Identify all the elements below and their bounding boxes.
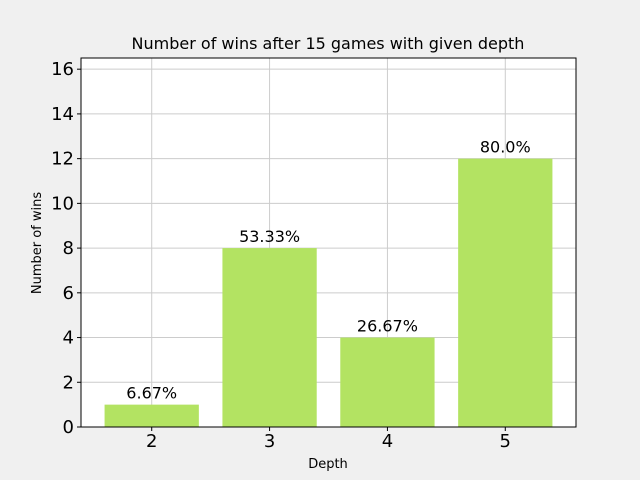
bar-value-label: 26.67% <box>357 317 418 336</box>
x-tick-label: 4 <box>382 431 393 452</box>
x-axis-title: Depth <box>308 457 348 472</box>
y-tick-label: 0 <box>63 417 74 438</box>
bar-depth-2 <box>104 404 199 427</box>
x-tick-label: 2 <box>146 431 157 452</box>
y-tick-label: 4 <box>63 328 74 349</box>
bar-depth-4 <box>340 337 435 427</box>
data-labels: 6.67% 53.33% 26.67% 80.0% <box>126 138 530 403</box>
chart-title: Number of wins after 15 games with given… <box>132 34 525 53</box>
y-tick-label: 14 <box>51 104 74 125</box>
x-tick-label: 5 <box>500 431 511 452</box>
bars <box>104 158 553 428</box>
y-tick-label: 6 <box>63 283 74 304</box>
bar-value-label: 53.33% <box>239 227 300 246</box>
y-axis-title: Number of wins <box>30 192 45 295</box>
y-tick-label: 16 <box>51 59 74 80</box>
bar-value-label: 6.67% <box>126 384 177 403</box>
y-tick-label: 8 <box>63 238 74 259</box>
y-tick-label: 12 <box>51 149 74 170</box>
y-tick-label: 2 <box>63 372 74 393</box>
bar-value-label: 80.0% <box>480 138 531 157</box>
y-tick-label: 10 <box>51 193 74 214</box>
plot-frame <box>80 57 577 428</box>
axis-ticks: 0 2 4 6 8 10 12 14 16 2 3 4 5 <box>51 59 511 452</box>
bar-depth-3 <box>222 248 317 427</box>
bar-depth-5 <box>458 158 553 428</box>
x-tick-label: 3 <box>264 431 275 452</box>
